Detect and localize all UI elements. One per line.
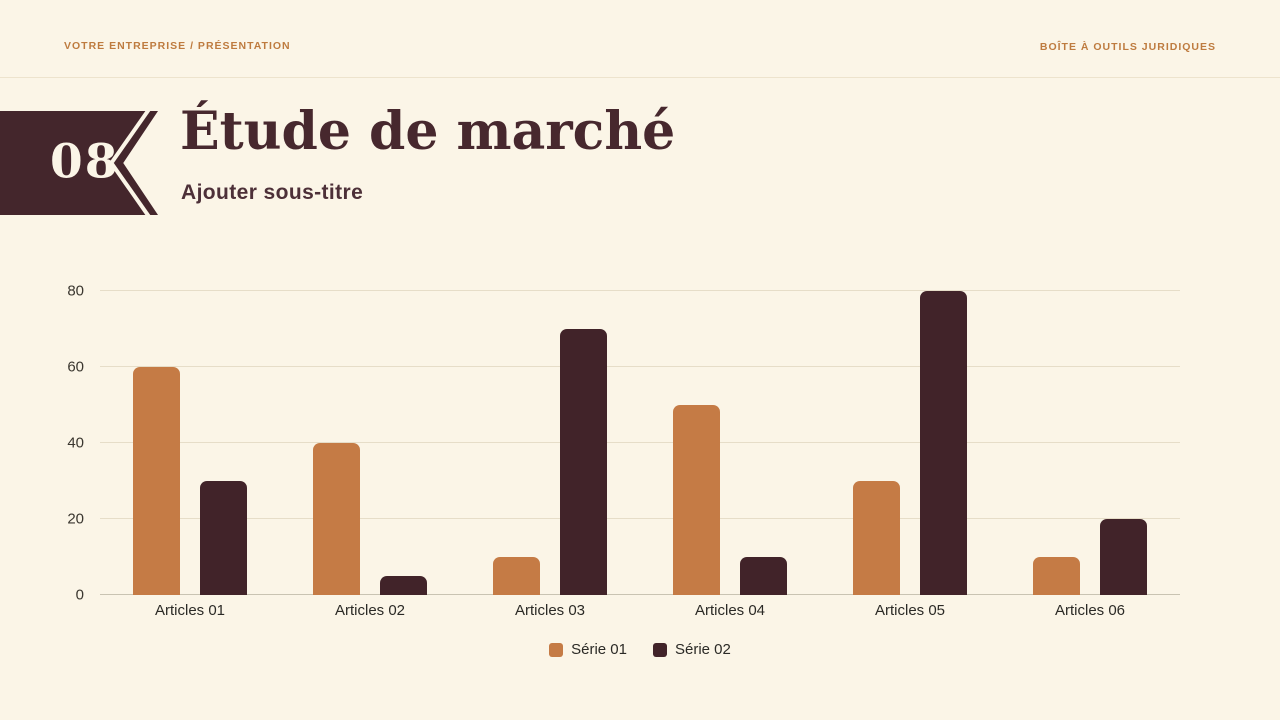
- y-tick-label: 40: [67, 434, 84, 452]
- x-tick-label: Articles 04: [694, 602, 766, 619]
- slide-subtitle: Ajouter sous-titre: [181, 181, 364, 204]
- x-tick-label: Articles 01: [154, 602, 226, 619]
- legend-label: Série 02: [675, 641, 731, 658]
- bar-série-02: [200, 481, 247, 595]
- y-tick-label: 0: [75, 586, 84, 604]
- bar-group: [460, 291, 640, 595]
- bar-group: [820, 291, 1000, 595]
- bar-série-02: [920, 291, 967, 595]
- x-tick-label: Articles 03: [514, 602, 586, 619]
- bar-série-01: [673, 405, 720, 595]
- plot-area: 0 20 40 60 80: [67, 283, 1180, 604]
- bar-série-02: [380, 576, 427, 595]
- gridline: [100, 442, 1180, 443]
- slide-title: Étude de marché: [180, 101, 676, 162]
- gridline: [100, 518, 1180, 519]
- bar-group: [640, 291, 820, 595]
- gridline: [100, 290, 1180, 291]
- bar-group: [280, 291, 460, 595]
- slide-number: 08: [50, 134, 120, 190]
- slide-number-banner: 08: [0, 111, 158, 215]
- legend-label: Série 01: [571, 641, 627, 658]
- header-divider: [0, 77, 1280, 78]
- y-tick-label: 20: [67, 510, 84, 528]
- bar-série-01: [313, 443, 360, 595]
- x-tick-label: Articles 02: [334, 602, 406, 619]
- bar-série-01: [853, 481, 900, 595]
- legend-item: Série 02: [653, 641, 731, 658]
- x-tick-label: Articles 06: [1054, 602, 1126, 619]
- bar-group: [100, 291, 280, 595]
- y-tick-label: 60: [67, 358, 84, 376]
- x-tick-label: Articles 05: [874, 602, 946, 619]
- header-toolkit-label: BOÎTE À OUTILS JURIDIQUES: [1039, 41, 1216, 53]
- x-axis-line: [100, 594, 1180, 595]
- y-tick-label: 80: [67, 282, 84, 300]
- bar-série-01: [1033, 557, 1080, 595]
- legend-swatch: [653, 642, 667, 657]
- x-axis-labels: Articles 01 Articles 02 Articles 03 Article…: [100, 602, 1180, 619]
- header-company-label: VOTRE ENTREPRISE / PRÉSENTATION: [64, 40, 291, 52]
- bar-série-02: [740, 557, 787, 595]
- bar-série-01: [493, 557, 540, 595]
- bar-group: [1000, 291, 1180, 595]
- bar-série-01: [133, 367, 180, 595]
- legend-swatch: [549, 642, 564, 657]
- chart-legend: Série 01 Série 02: [0, 641, 1280, 658]
- gridline: [100, 366, 1180, 367]
- legend-item: Série 01: [549, 641, 627, 658]
- bar-série-02: [560, 329, 607, 595]
- bar-série-02: [1100, 519, 1147, 595]
- bar-groups: [100, 291, 1180, 595]
